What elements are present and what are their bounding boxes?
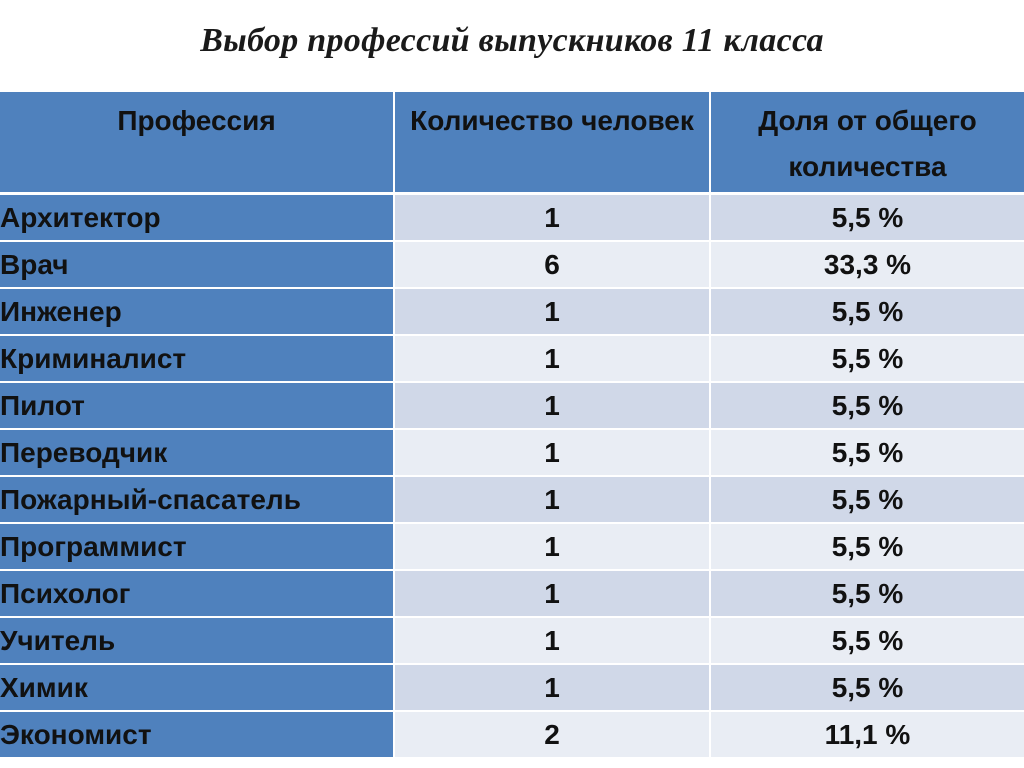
count-cell: 6 <box>394 241 711 289</box>
table-row: Химик 1 5,5 % <box>0 664 1024 712</box>
count-cell: 1 <box>394 476 711 524</box>
count-cell: 1 <box>394 664 711 712</box>
table-row: Пожарный-спасатель 1 5,5 % <box>0 476 1024 524</box>
profession-cell: Учитель <box>0 617 395 665</box>
count-cell: 1 <box>394 193 711 242</box>
table-row: Архитектор 1 5,5 % <box>0 193 1024 242</box>
profession-cell: Химик <box>0 664 395 712</box>
header-profession: Профессия <box>0 92 395 195</box>
profession-cell: Инженер <box>0 288 395 336</box>
count-cell: 1 <box>394 523 711 571</box>
professions-table: Профессия Количество человек Доля от общ… <box>0 92 1024 759</box>
count-cell: 1 <box>394 570 711 618</box>
table-row: Учитель 1 5,5 % <box>0 617 1024 665</box>
table-row: Переводчик 1 5,5 % <box>0 429 1024 477</box>
share-cell: 5,5 % <box>710 429 1024 477</box>
profession-cell: Программист <box>0 523 395 571</box>
share-cell: 11,1 % <box>710 711 1024 759</box>
share-cell: 5,5 % <box>710 617 1024 665</box>
count-cell: 1 <box>394 617 711 665</box>
share-cell: 5,5 % <box>710 193 1024 242</box>
profession-cell: Пилот <box>0 382 395 430</box>
profession-cell: Психолог <box>0 570 395 618</box>
profession-cell: Экономист <box>0 711 395 759</box>
share-cell: 5,5 % <box>710 523 1024 571</box>
profession-cell: Пожарный-спасатель <box>0 476 395 524</box>
table-row: Врач 6 33,3 % <box>0 241 1024 289</box>
share-cell: 5,5 % <box>710 570 1024 618</box>
count-cell: 1 <box>394 382 711 430</box>
header-share: Доля от общего количества <box>710 92 1024 195</box>
profession-cell: Криминалист <box>0 335 395 383</box>
table-header-row: Профессия Количество человек Доля от общ… <box>0 92 1024 195</box>
table-row: Криминалист 1 5,5 % <box>0 335 1024 383</box>
count-cell: 1 <box>394 335 711 383</box>
profession-cell: Переводчик <box>0 429 395 477</box>
share-cell: 5,5 % <box>710 476 1024 524</box>
profession-cell: Врач <box>0 241 395 289</box>
share-cell: 5,5 % <box>710 664 1024 712</box>
share-cell: 5,5 % <box>710 382 1024 430</box>
count-cell: 1 <box>394 288 711 336</box>
profession-cell: Архитектор <box>0 193 395 242</box>
header-count: Количество человек <box>394 92 711 195</box>
table-row: Инженер 1 5,5 % <box>0 288 1024 336</box>
share-cell: 33,3 % <box>710 241 1024 289</box>
count-cell: 2 <box>394 711 711 759</box>
table-row: Программист 1 5,5 % <box>0 523 1024 571</box>
count-cell: 1 <box>394 429 711 477</box>
table-row: Пилот 1 5,5 % <box>0 382 1024 430</box>
page-title: Выбор профессий выпускников 11 класса <box>200 22 824 59</box>
share-cell: 5,5 % <box>710 288 1024 336</box>
table-row: Психолог 1 5,5 % <box>0 570 1024 618</box>
table-row: Экономист 2 11,1 % <box>0 711 1024 759</box>
share-cell: 5,5 % <box>710 335 1024 383</box>
